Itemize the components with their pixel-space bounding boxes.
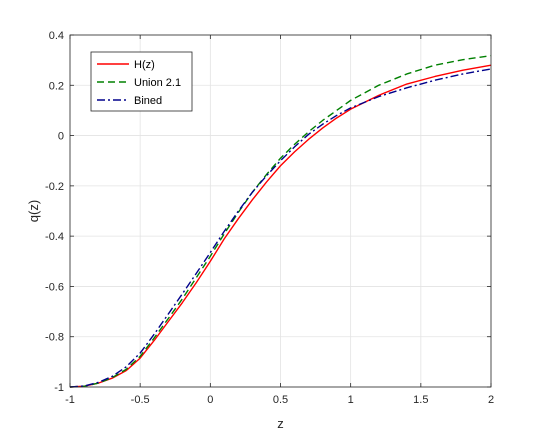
y-tick-label: -0.2 [45,181,64,193]
y-tick-label: 0.4 [49,30,64,42]
x-tick-label: 2 [488,394,494,406]
y-tick-label: -0.6 [45,281,64,293]
y-axis-label: q(z) [26,200,41,222]
series-line-bined [69,68,492,388]
y-tick-label: 0 [58,131,64,143]
legend-label: Union 2.1 [134,77,181,89]
grid [69,34,492,388]
x-tick-label: -0.5 [131,394,150,406]
series-line-union-2-1 [69,54,492,388]
series-layer [69,54,492,388]
x-axis-label: z [277,416,284,431]
legend-label: H(z) [134,59,155,71]
ticks: -1 -0.5 0 0.5 1 1.5 2 -1 -0.8 -0.6 -0.4 -0.2 0 0.2 0.4 [45,30,494,406]
series-line-h-z [69,64,492,388]
y-tick-label: 0.2 [49,80,64,92]
legend-label: Bined [134,95,162,107]
x-tick-label: 0.5 [273,394,288,406]
x-tick-label: 1 [348,394,354,406]
x-tick-label: -1 [65,394,75,406]
y-tick-label: -0.4 [45,231,64,243]
y-tick-label: -0.8 [45,332,64,344]
y-tick-label: -1 [54,382,64,394]
legend: H(z) Union 2.1 Bined [90,51,193,112]
legend-box [90,51,193,112]
x-tick-label: 0 [207,394,213,406]
x-tick-label: 1.5 [413,394,428,406]
